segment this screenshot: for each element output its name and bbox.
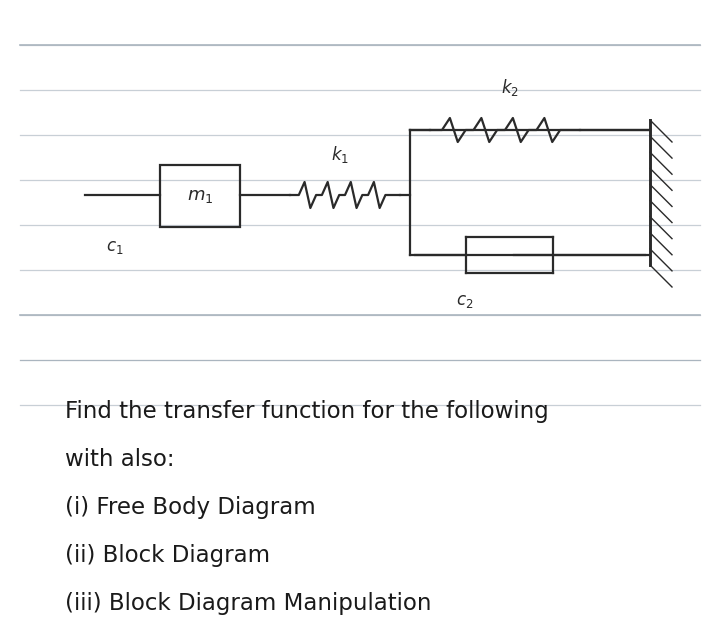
Text: (ii) Block Diagram: (ii) Block Diagram (65, 544, 270, 567)
Text: $m_1$: $m_1$ (186, 187, 213, 205)
Bar (160, 165, 240, 227)
Text: (iii) Block Diagram Manipulation: (iii) Block Diagram Manipulation (65, 592, 431, 615)
Text: $c_1$: $c_1$ (107, 240, 124, 256)
Text: Find the transfer function for the following: Find the transfer function for the follo… (65, 400, 549, 423)
Text: $k_1$: $k_1$ (331, 144, 349, 165)
Text: (i) Free Body Diagram: (i) Free Body Diagram (65, 496, 316, 519)
Text: $c_2$: $c_2$ (456, 293, 474, 310)
Text: $k_2$: $k_2$ (501, 77, 519, 98)
Text: with also:: with also: (65, 448, 174, 471)
